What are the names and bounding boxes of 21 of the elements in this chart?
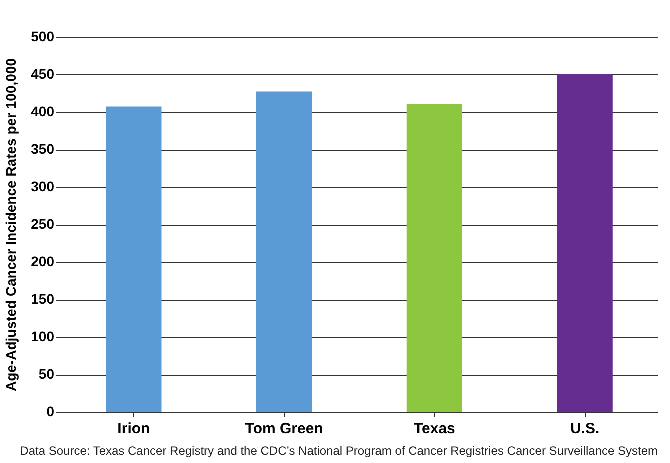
bar xyxy=(406,104,463,412)
y-tick-label: 500 xyxy=(31,28,55,44)
bar xyxy=(557,74,613,412)
x-tick-label: Texas xyxy=(414,420,456,438)
y-tick-label: 0 xyxy=(46,404,55,420)
y-tick-label: 250 xyxy=(31,216,55,232)
y-tick-label: 100 xyxy=(31,328,55,344)
y-tick-label: 350 xyxy=(31,141,55,157)
y-tick-label: 50 xyxy=(38,366,55,382)
y-tick-label: 300 xyxy=(31,178,55,194)
x-tick-label: Irion xyxy=(118,420,150,438)
y-tick-label: 150 xyxy=(31,291,55,307)
bar xyxy=(106,106,162,412)
source-note: Data Source: Texas Cancer Registry and the CDC’s National Program of Cancer Registries Cancer Surveillance System xyxy=(20,444,658,458)
bar xyxy=(256,92,312,412)
x-tick-label: U.S. xyxy=(570,420,600,438)
y-tick-label: 450 xyxy=(31,66,55,82)
y-tick-label: 200 xyxy=(31,254,55,270)
y-axis-title: Age-Adjusted Cancer Incidence Rates per 100,000 xyxy=(3,58,20,392)
y-tick-label: 400 xyxy=(31,104,55,120)
x-tick-label: Tom Green xyxy=(245,420,324,438)
